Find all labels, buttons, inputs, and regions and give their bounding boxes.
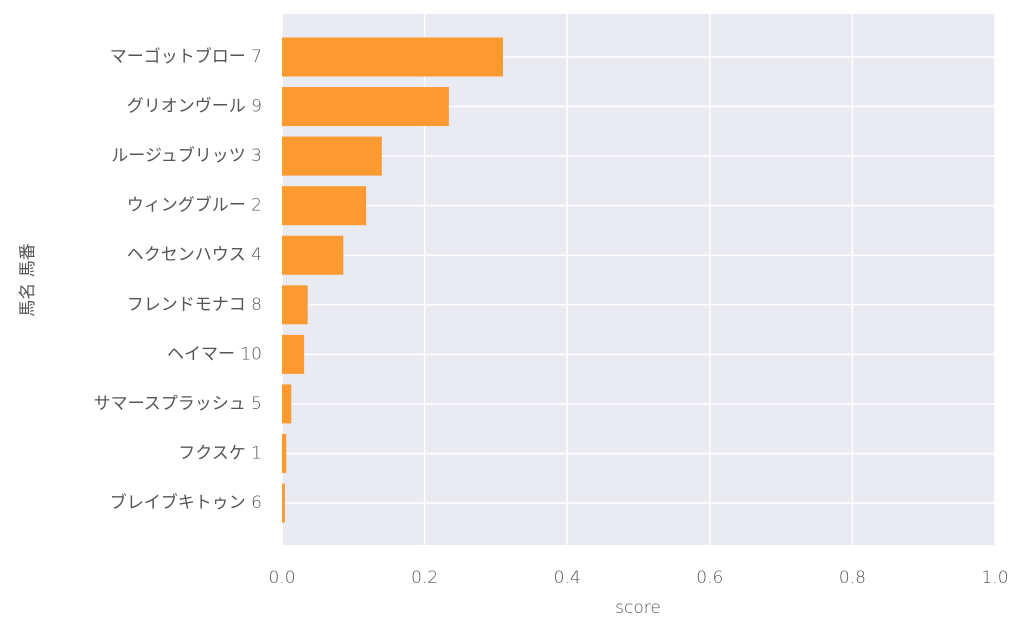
y-tick-label: フクスケ 1 bbox=[178, 443, 262, 463]
x-tick-label: 1.0 bbox=[981, 568, 1008, 588]
y-tick-label: マーゴットブロー 7 bbox=[110, 46, 262, 67]
bar bbox=[282, 87, 449, 127]
y-tick-label: ウィングブルー 2 bbox=[127, 195, 262, 216]
bar bbox=[282, 136, 382, 176]
x-tick-label: 0.4 bbox=[554, 568, 581, 588]
y-tick-label: ルージュブリッツ 3 bbox=[111, 145, 262, 166]
bar bbox=[282, 186, 367, 226]
x-tick-label: 0.8 bbox=[839, 568, 866, 588]
y-tick-label: フレンドモナコ 8 bbox=[127, 295, 262, 315]
bar bbox=[282, 235, 344, 275]
bar bbox=[282, 384, 292, 424]
y-axis-label: 馬名 馬番 bbox=[18, 243, 38, 316]
bar bbox=[282, 483, 285, 523]
y-tick-label: ブレイブキトゥン 6 bbox=[110, 492, 262, 513]
x-tick-label: 0.6 bbox=[696, 568, 723, 588]
bar bbox=[282, 433, 287, 473]
bar bbox=[282, 285, 308, 325]
x-tick-label: 0.0 bbox=[268, 568, 295, 588]
y-tick-label: ヘイマー 10 bbox=[167, 344, 262, 364]
bar bbox=[282, 334, 305, 374]
x-axis-label: score bbox=[615, 598, 661, 618]
bar bbox=[282, 37, 504, 77]
y-tick-label: ヘクセンハウス 4 bbox=[127, 245, 262, 265]
x-tick-label: 0.2 bbox=[411, 568, 438, 588]
y-tick-label: グリオンヴール 9 bbox=[127, 97, 262, 117]
y-tick-label: サマースプラッシュ 5 bbox=[94, 394, 262, 414]
